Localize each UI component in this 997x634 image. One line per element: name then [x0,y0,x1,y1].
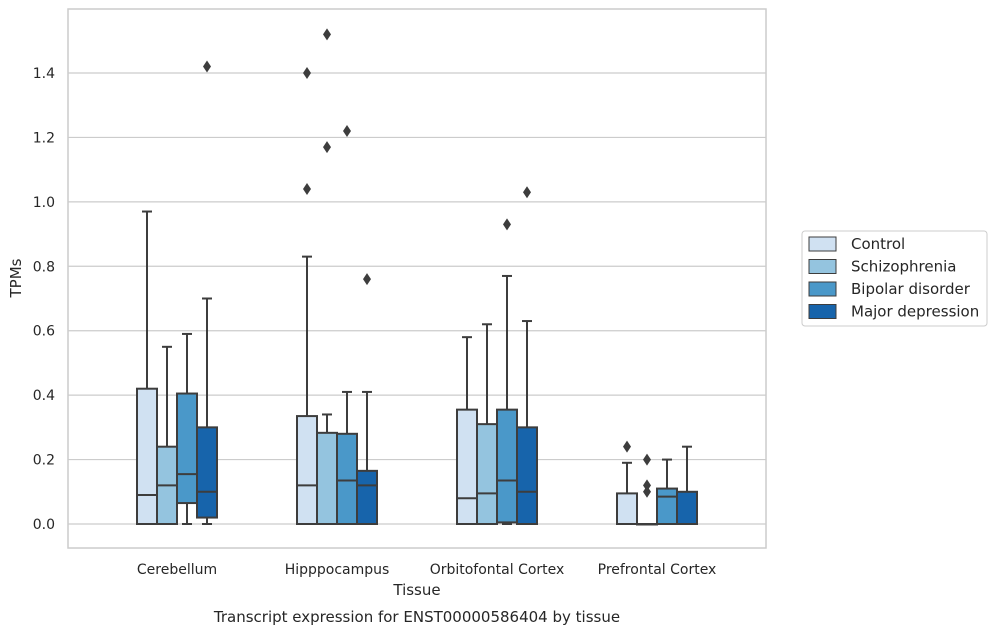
x-tick-label: Orbitofontal Cortex [430,562,565,578]
outlier-marker [343,124,351,137]
box-schizophrenia [316,28,338,525]
box-iqr [176,392,198,505]
y-tick-label: 1.0 [33,195,55,211]
box-iqr [516,426,538,526]
box-schizophrenia [636,453,658,526]
y-tick-label: 0.2 [33,453,55,469]
y-tick-label: 1.2 [33,130,55,146]
legend-label: Major depression [851,303,979,321]
legend-swatch [808,304,837,319]
outlier-marker [523,186,531,199]
y-tick-label: 0.8 [33,259,55,275]
box-major-depression [196,60,218,525]
box-control [136,210,158,526]
box-schizophrenia [156,345,178,525]
legend-swatch [808,236,837,252]
outlier-marker [303,67,311,79]
box-major-depression [516,186,538,526]
legend-label: Control [851,235,905,253]
y-tick-label: 0.6 [33,324,55,340]
box-iqr [456,408,478,525]
outlier-marker [623,440,631,453]
x-tick-label: Prefrontal Cortex [598,562,717,578]
box-bipolar-disorder [176,332,198,525]
box-iqr [496,408,518,524]
y-axis-title: TPMs [7,258,25,298]
outlier-marker [303,182,311,195]
x-tick-label: Cerebellum [137,562,217,578]
legend: Control Schizophrenia Bipolar disorder Majo… [801,230,988,327]
outlier-marker [323,141,331,154]
x-tick-label: Hipppocampus [285,562,390,578]
box-iqr [316,431,338,525]
outlier-marker [643,453,651,466]
box-iqr [196,426,218,519]
plot-frame [67,8,767,549]
y-tick-labels: 0.0 0.2 0.4 0.6 0.8 1.0 1.2 1.4 [33,66,55,533]
box-major-depression [676,445,698,525]
outlier-marker [363,273,371,286]
y-tick-label: 0.4 [33,388,55,404]
box-iqr [356,469,378,526]
box-control [616,440,638,525]
chart-caption: Transcript expression for ENST0000058640… [213,608,620,626]
y-tick-label: 0.0 [33,517,55,533]
outlier-marker [643,479,651,492]
outlier-marker [203,60,211,73]
box-major-depression [356,273,378,526]
box-groups [136,28,698,526]
box-control [296,67,318,526]
x-tick-labels: Cerebellum Hipppocampus Orbitofontal Corte… [137,562,716,578]
box-iqr [476,423,498,525]
outlier-marker [323,28,331,41]
box-iqr [296,415,318,526]
y-tick-label: 1.4 [33,66,55,82]
box-iqr [656,487,678,526]
box-bipolar-disorder [656,458,678,526]
legend-label: Schizophrenia [851,258,956,276]
outlier-marker [643,485,651,498]
box-iqr [336,432,358,525]
legend-frame [801,230,988,327]
legend-swatch [808,259,837,274]
legend-swatch [808,281,837,297]
box-iqr [136,387,158,526]
legend-label: Bipolar disorder [851,280,971,298]
box-iqr [676,490,698,525]
box-iqr [616,492,638,525]
x-axis-title: Tissue [392,581,440,599]
outlier-marker [503,218,511,231]
